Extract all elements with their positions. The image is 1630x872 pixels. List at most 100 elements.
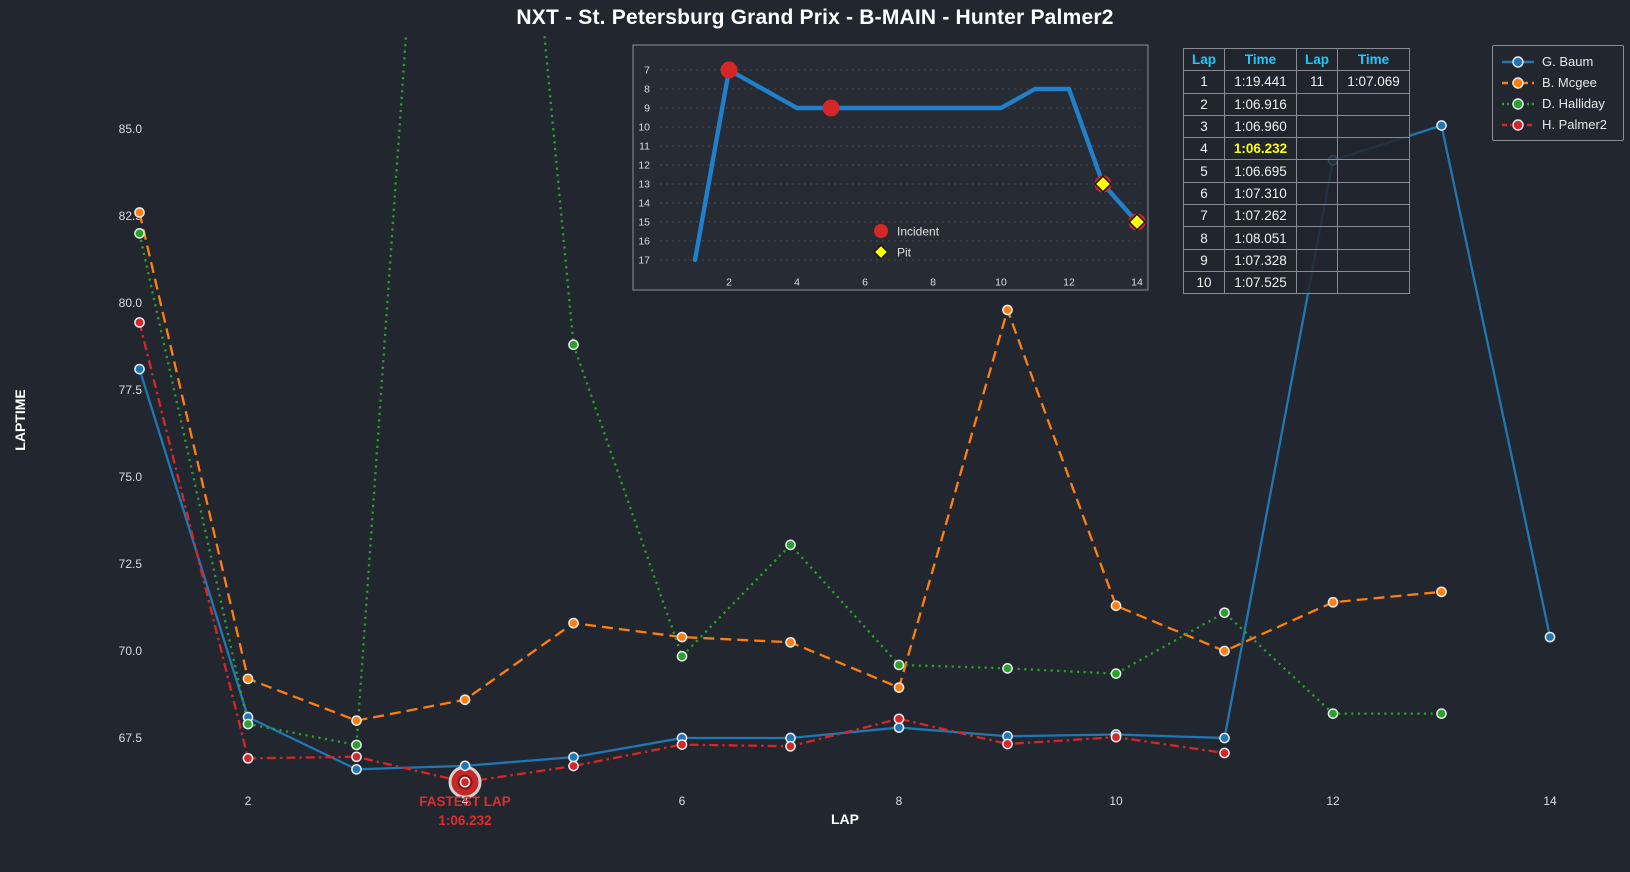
- lap-table-header: Lap: [1296, 47, 1338, 72]
- marker-b-mcgee: [459, 694, 471, 706]
- lap-cell: 3: [1183, 114, 1225, 139]
- inset-y-tick: 13: [638, 179, 650, 191]
- x-axis-label: LAP: [831, 811, 859, 827]
- lap-cell: 10: [1183, 270, 1225, 295]
- fastest-lap-time: 1:06.232: [438, 813, 491, 828]
- legend-label: D. Halliday: [1542, 96, 1605, 111]
- y-tick-label: 80.0: [119, 296, 143, 310]
- lap-cell: 11: [1296, 70, 1338, 94]
- marker-h-palmer2: [134, 317, 145, 328]
- lap-cell: [1296, 270, 1338, 295]
- marker-d-halliday: [242, 718, 254, 730]
- marker-g-baum: [134, 363, 145, 375]
- marker-b-mcgee: [785, 636, 796, 648]
- inset-x-tick: 10: [995, 277, 1007, 289]
- lap-cell: 5: [1183, 159, 1225, 183]
- marker-g-baum: [568, 751, 579, 763]
- time-cell: 1:07.328: [1224, 248, 1297, 272]
- y-tick-label: 85.0: [119, 122, 143, 136]
- lap-cell: 2: [1183, 92, 1225, 116]
- marker-b-mcgee: [1110, 600, 1122, 612]
- incident-marker: [720, 61, 738, 79]
- marker-b-mcgee: [1436, 586, 1447, 598]
- time-cell: [1337, 181, 1410, 206]
- time-cell: 1:07.310: [1224, 181, 1297, 206]
- lap-cell: 6: [1183, 181, 1225, 206]
- marker-g-baum: [459, 760, 471, 772]
- marker-h-palmer2: [1219, 747, 1230, 759]
- time-cell: 1:08.051: [1224, 226, 1297, 250]
- legend-label: G. Baum: [1542, 54, 1594, 69]
- time-cell: 1:06.916: [1224, 92, 1297, 116]
- lap-cell: [1296, 137, 1338, 161]
- series-legend: G. Baum B. Mcgee D. Halliday H. Palmer2: [1492, 45, 1624, 141]
- y-tick-label: 77.5: [119, 383, 143, 397]
- inset-x-tick: 4: [794, 277, 800, 289]
- lap-cell: 1: [1183, 70, 1225, 94]
- time-cell: 1:06.232: [1224, 137, 1297, 161]
- inset-x-tick: 2: [726, 277, 732, 289]
- marker-d-halliday: [785, 539, 796, 551]
- time-cell: 1:07.069: [1337, 70, 1410, 94]
- lap-table-row: 8 1:08.051: [1183, 226, 1410, 250]
- marker-d-halliday: [676, 650, 688, 662]
- time-cell: [1337, 270, 1410, 295]
- marker-h-palmer2: [351, 751, 362, 763]
- incident-legend-label: Incident: [897, 225, 940, 239]
- inset-y-tick: 15: [638, 217, 650, 229]
- marker-b-mcgee: [1327, 596, 1339, 608]
- marker-h-palmer2: [785, 740, 796, 752]
- pit-marker: [1127, 212, 1147, 232]
- marker-d-halliday: [134, 228, 145, 239]
- marker-b-mcgee: [351, 715, 362, 726]
- pit-marker: [1093, 174, 1113, 194]
- marker-g-baum: [351, 763, 362, 775]
- lap-cell: [1296, 114, 1338, 139]
- time-cell: 1:06.960: [1224, 114, 1297, 139]
- lap-cell: 4: [1183, 137, 1225, 161]
- lap-table-row: 9 1:07.328: [1183, 248, 1410, 272]
- inset-x-tick: 14: [1131, 277, 1143, 289]
- lap-table-row: 6 1:07.310: [1183, 181, 1410, 206]
- marker-d-halliday: [1436, 708, 1447, 719]
- inset-frame: [632, 44, 1149, 291]
- lap-cell: 8: [1183, 226, 1225, 250]
- marker-b-mcgee: [1219, 645, 1230, 657]
- inset-x-tick: 12: [1063, 277, 1075, 289]
- lap-table-row: 4 1:06.232: [1183, 137, 1410, 161]
- time-cell: [1337, 204, 1410, 228]
- marker-d-halliday: [1002, 663, 1013, 674]
- incident-legend-icon: [874, 224, 888, 238]
- marker-d-halliday: [1327, 708, 1339, 719]
- y-tick-label: 75.0: [119, 470, 143, 484]
- marker-h-palmer2: [893, 713, 905, 725]
- pit-legend-label: Pit: [897, 246, 912, 260]
- time-cell: 1:06.695: [1224, 159, 1297, 183]
- lap-table-header: Time: [1224, 47, 1297, 72]
- inset-y-tick: 14: [638, 198, 650, 210]
- marker-b-mcgee: [568, 617, 579, 629]
- time-cell: [1337, 248, 1410, 272]
- lap-cell: [1296, 248, 1338, 272]
- x-tick-label: 8: [896, 794, 903, 808]
- legend-swatch: [1502, 97, 1534, 110]
- time-cell: [1337, 114, 1410, 139]
- lap-cell: [1296, 204, 1338, 228]
- legend-swatch: [1502, 118, 1534, 131]
- inset-y-tick: 16: [638, 236, 650, 248]
- marker-h-palmer2: [568, 760, 579, 772]
- marker-b-mcgee: [893, 682, 905, 693]
- marker-g-baum: [893, 722, 905, 733]
- lap-table-header: Lap: [1183, 47, 1225, 72]
- legend-item-g-baum: G. Baum: [1501, 53, 1614, 70]
- time-cell: 1:07.262: [1224, 204, 1297, 228]
- position-inset: [632, 44, 1149, 291]
- series-markers: [134, 120, 1556, 788]
- lap-table-row: 7 1:07.262: [1183, 204, 1410, 228]
- marker-g-baum: [1219, 732, 1230, 744]
- y-tick-label: 67.5: [119, 731, 143, 745]
- x-tick-label: 2: [245, 794, 252, 808]
- lap-table-row: 3 1:06.960: [1183, 114, 1410, 139]
- legend-item-h-palmer2: H. Palmer2: [1501, 116, 1614, 133]
- x-tick-label: 14: [1543, 794, 1557, 808]
